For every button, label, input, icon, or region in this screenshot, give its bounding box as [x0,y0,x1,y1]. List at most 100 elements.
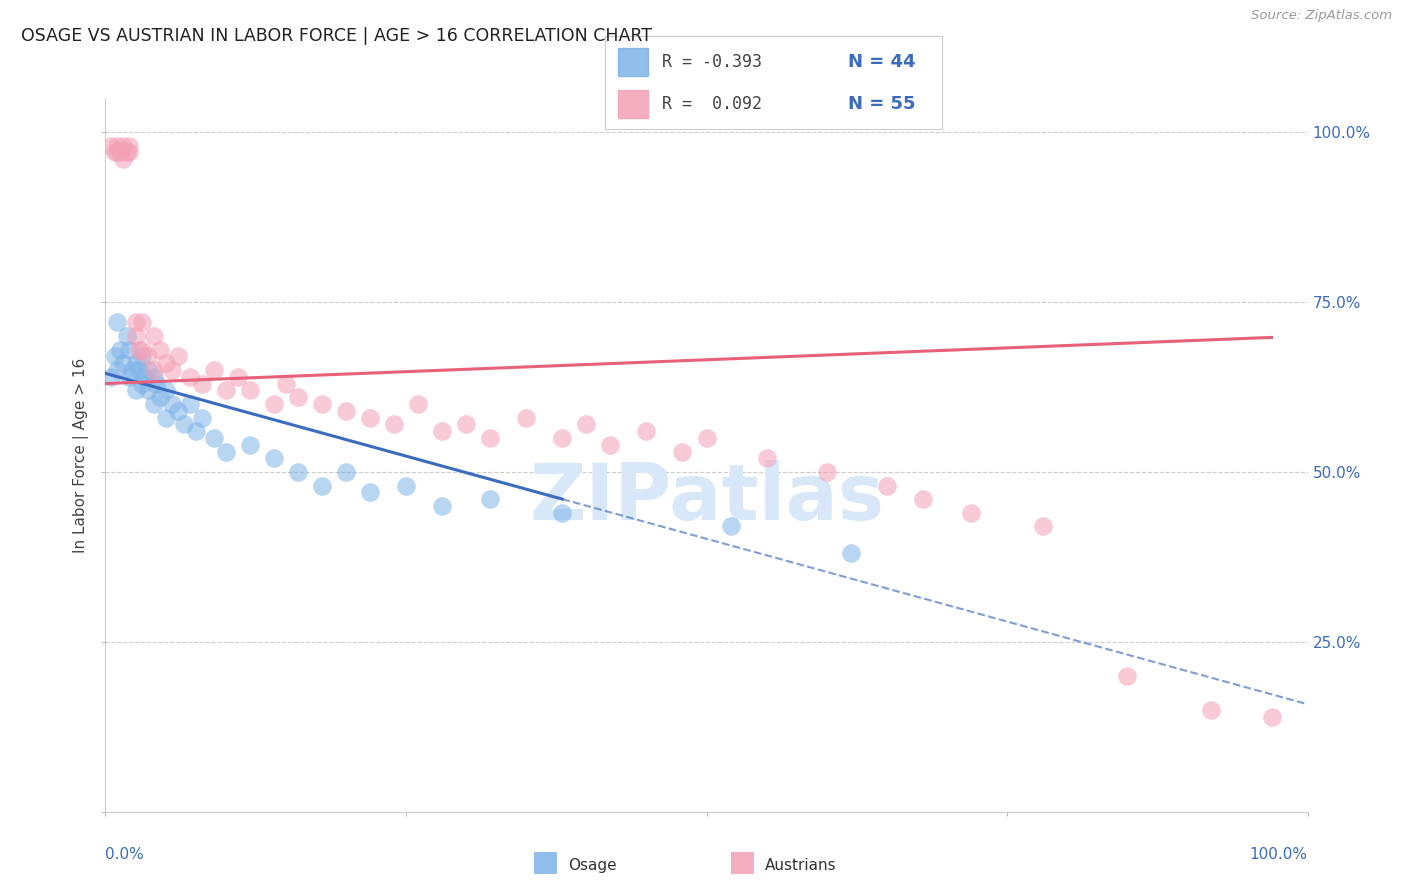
Text: Austrians: Austrians [765,858,837,872]
Point [115,145,138,160]
Point [226,369,249,384]
Point [112,153,135,167]
Point [311,478,333,492]
Point [124,329,146,343]
Point [636,424,658,438]
Point [202,431,225,445]
Point [214,384,236,398]
Point [108,343,131,357]
Point [287,465,309,479]
Point [104,350,127,364]
Point [124,315,146,329]
Text: 100.0%: 100.0% [1250,847,1308,863]
Point [239,438,262,452]
Point [263,397,285,411]
Point [112,356,135,370]
Point [454,417,477,432]
Point [599,438,621,452]
Point [104,145,127,160]
Point [287,390,309,404]
Point [100,138,122,153]
Point [911,492,934,507]
Point [155,356,177,370]
Point [148,343,170,357]
Text: Osage: Osage [568,858,617,872]
Point [142,363,165,377]
Point [118,145,141,160]
Point [202,363,225,377]
Point [551,431,574,445]
Text: N = 44: N = 44 [848,53,915,70]
Point [239,384,262,398]
Point [131,350,153,364]
Text: ZIPatlas: ZIPatlas [529,459,884,536]
Point [118,343,141,357]
Point [166,350,188,364]
Point [359,410,381,425]
Point [815,465,838,479]
Point [1201,703,1223,717]
Point [115,329,138,343]
Bar [619,48,648,76]
Point [148,390,170,404]
Point [124,356,146,370]
Point [214,444,236,458]
Point [160,363,183,377]
Point [1032,519,1054,533]
Point [136,384,159,398]
Point [160,397,183,411]
Point [107,138,129,153]
Point [145,376,167,391]
Point [179,369,201,384]
Point [395,478,418,492]
Point [876,478,898,492]
Point [142,369,165,384]
Point [960,506,983,520]
Point [515,410,537,425]
Point [100,369,122,384]
Point [155,410,177,425]
Point [155,384,177,398]
Point [755,451,778,466]
Point [274,376,297,391]
Point [108,145,131,160]
Text: R =  0.092: R = 0.092 [662,95,762,113]
Point [575,417,598,432]
Point [128,363,150,377]
Point [136,350,159,364]
Point [190,410,212,425]
Point [173,417,195,432]
Point [696,431,718,445]
Point [430,499,453,513]
Point [839,546,862,560]
Point [131,343,153,357]
Point [720,519,742,533]
Point [1260,709,1282,723]
Point [142,329,165,343]
Point [128,343,150,357]
Text: N = 55: N = 55 [848,95,915,113]
Point [107,145,129,160]
Text: 0.0%: 0.0% [105,847,145,863]
Point [136,363,159,377]
Point [131,376,153,391]
Point [179,397,201,411]
Point [359,485,381,500]
Point [118,369,141,384]
Text: OSAGE VS AUSTRIAN IN LABOR FORCE | AGE > 16 CORRELATION CHART: OSAGE VS AUSTRIAN IN LABOR FORCE | AGE >… [21,27,652,45]
Point [406,397,429,411]
Point [142,397,165,411]
Point [551,506,574,520]
Point [107,363,129,377]
Text: R = -0.393: R = -0.393 [662,53,762,70]
Point [121,363,143,377]
Point [335,403,357,417]
Text: Source: ZipAtlas.com: Source: ZipAtlas.com [1251,9,1392,22]
Point [263,451,285,466]
Point [311,397,333,411]
Point [166,403,188,417]
Point [118,138,141,153]
Point [671,444,693,458]
Point [479,492,502,507]
Point [132,369,155,384]
